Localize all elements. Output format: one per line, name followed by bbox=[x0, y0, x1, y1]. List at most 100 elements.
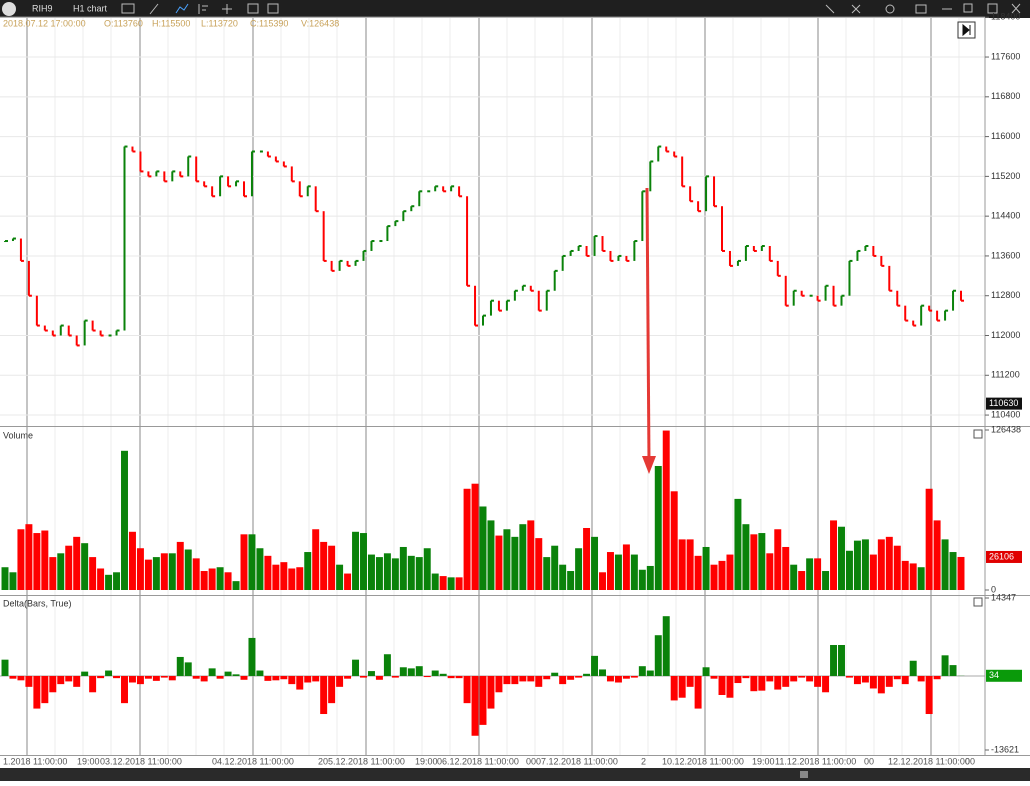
delta-bar bbox=[758, 676, 765, 691]
delta-bar bbox=[894, 676, 901, 679]
volume-bar bbox=[360, 533, 367, 590]
annotation-arrow bbox=[647, 188, 649, 462]
volume-bar bbox=[918, 567, 925, 590]
delta-bar bbox=[328, 676, 335, 703]
delta-bar bbox=[233, 674, 240, 676]
volume-bar bbox=[57, 553, 64, 590]
volume-bar bbox=[926, 489, 933, 590]
volume-bar bbox=[543, 557, 550, 590]
delta-bar bbox=[942, 655, 949, 676]
volume-bar bbox=[639, 570, 646, 590]
delta-bar bbox=[663, 616, 670, 676]
delta-label: Delta(Bars, True) bbox=[3, 598, 72, 608]
delta-bar bbox=[480, 676, 487, 725]
volume-bar bbox=[73, 537, 80, 590]
delta-bar bbox=[591, 656, 598, 676]
delta-bar bbox=[615, 676, 622, 683]
delta-bar bbox=[734, 676, 741, 683]
volume-bar bbox=[248, 534, 255, 590]
close-panel[interactable] bbox=[974, 598, 982, 606]
delta-bar bbox=[89, 676, 96, 692]
time-label: 00 bbox=[526, 756, 536, 766]
time-label: 00 bbox=[864, 756, 874, 766]
volume-bar bbox=[878, 539, 885, 590]
delta-bar bbox=[671, 676, 678, 700]
delta-bar bbox=[225, 672, 232, 676]
delta-bar bbox=[312, 676, 319, 681]
volume-bar bbox=[487, 520, 494, 590]
delta-bar bbox=[376, 676, 383, 680]
delta-bar bbox=[695, 676, 702, 709]
volume-bar bbox=[328, 546, 335, 590]
volume-bar bbox=[934, 520, 941, 590]
volume-bar bbox=[527, 520, 534, 590]
delta-bar bbox=[304, 676, 311, 683]
delta-bar bbox=[487, 676, 494, 709]
delta-bar bbox=[256, 671, 263, 676]
delta-bar bbox=[49, 676, 56, 692]
symbol[interactable]: RIH9 bbox=[32, 3, 53, 13]
volume-bar bbox=[408, 556, 415, 590]
logo[interactable] bbox=[2, 2, 16, 16]
close-panel[interactable] bbox=[974, 430, 982, 438]
info-open: O:113760 bbox=[104, 18, 143, 28]
delta-bar bbox=[798, 676, 805, 678]
volume-bar bbox=[121, 451, 128, 590]
delta-bar bbox=[862, 676, 869, 683]
info-low: L:113720 bbox=[201, 18, 238, 28]
delta-bar bbox=[726, 676, 733, 698]
volume-bar bbox=[719, 561, 726, 590]
volume-bar bbox=[655, 466, 662, 590]
delta-bar bbox=[846, 676, 853, 678]
volume-bar bbox=[472, 484, 479, 590]
delta-bar bbox=[137, 676, 144, 684]
delta-bar bbox=[719, 676, 726, 695]
delta-bar bbox=[790, 676, 797, 681]
volume-bar bbox=[113, 572, 120, 590]
volume-bar bbox=[559, 565, 566, 590]
volume-bar bbox=[201, 571, 208, 590]
volume-bar bbox=[137, 548, 144, 590]
price-tick-label: 116800 bbox=[991, 91, 1020, 101]
scroll-thumb[interactable] bbox=[800, 771, 808, 778]
volume-bar bbox=[894, 546, 901, 590]
volume-bar bbox=[480, 506, 487, 590]
volume-tick-label: 126438 bbox=[991, 424, 1021, 434]
volume-bar bbox=[296, 567, 303, 590]
volume-bar bbox=[161, 553, 168, 590]
delta-bar bbox=[902, 676, 909, 684]
info-time: 2018.07.12 17:00:00 bbox=[3, 18, 86, 28]
volume-bar bbox=[280, 562, 287, 590]
scrollbar[interactable] bbox=[0, 768, 1030, 781]
volume-bar bbox=[495, 536, 502, 590]
volume-bar bbox=[65, 546, 72, 590]
volume-bar bbox=[105, 575, 112, 590]
volume-bar bbox=[193, 558, 200, 590]
info-high: H:115500 bbox=[152, 18, 190, 28]
delta-bar bbox=[169, 676, 176, 680]
delta-bar bbox=[950, 665, 957, 676]
volume-bar bbox=[503, 529, 510, 590]
volume-bar bbox=[551, 546, 558, 590]
delta-bar bbox=[774, 676, 781, 690]
delta-bar bbox=[472, 676, 479, 736]
delta-bar bbox=[336, 676, 343, 687]
chart-type[interactable]: H1 chart bbox=[73, 3, 108, 13]
price-tick-label: 115200 bbox=[991, 171, 1020, 181]
volume-bar bbox=[846, 551, 853, 590]
delta-bar bbox=[177, 657, 184, 676]
volume-bar bbox=[344, 574, 351, 590]
delta-bar bbox=[599, 669, 606, 676]
volume-bar bbox=[456, 577, 463, 590]
volume-bar bbox=[910, 563, 917, 590]
volume-bar bbox=[256, 548, 263, 590]
volume-bar bbox=[599, 572, 606, 590]
volume-bar bbox=[695, 556, 702, 590]
volume-bar bbox=[177, 542, 184, 590]
volume-bar bbox=[902, 561, 909, 590]
delta-bar bbox=[416, 666, 423, 676]
delta-bar bbox=[782, 676, 789, 687]
delta-bar bbox=[854, 676, 861, 684]
